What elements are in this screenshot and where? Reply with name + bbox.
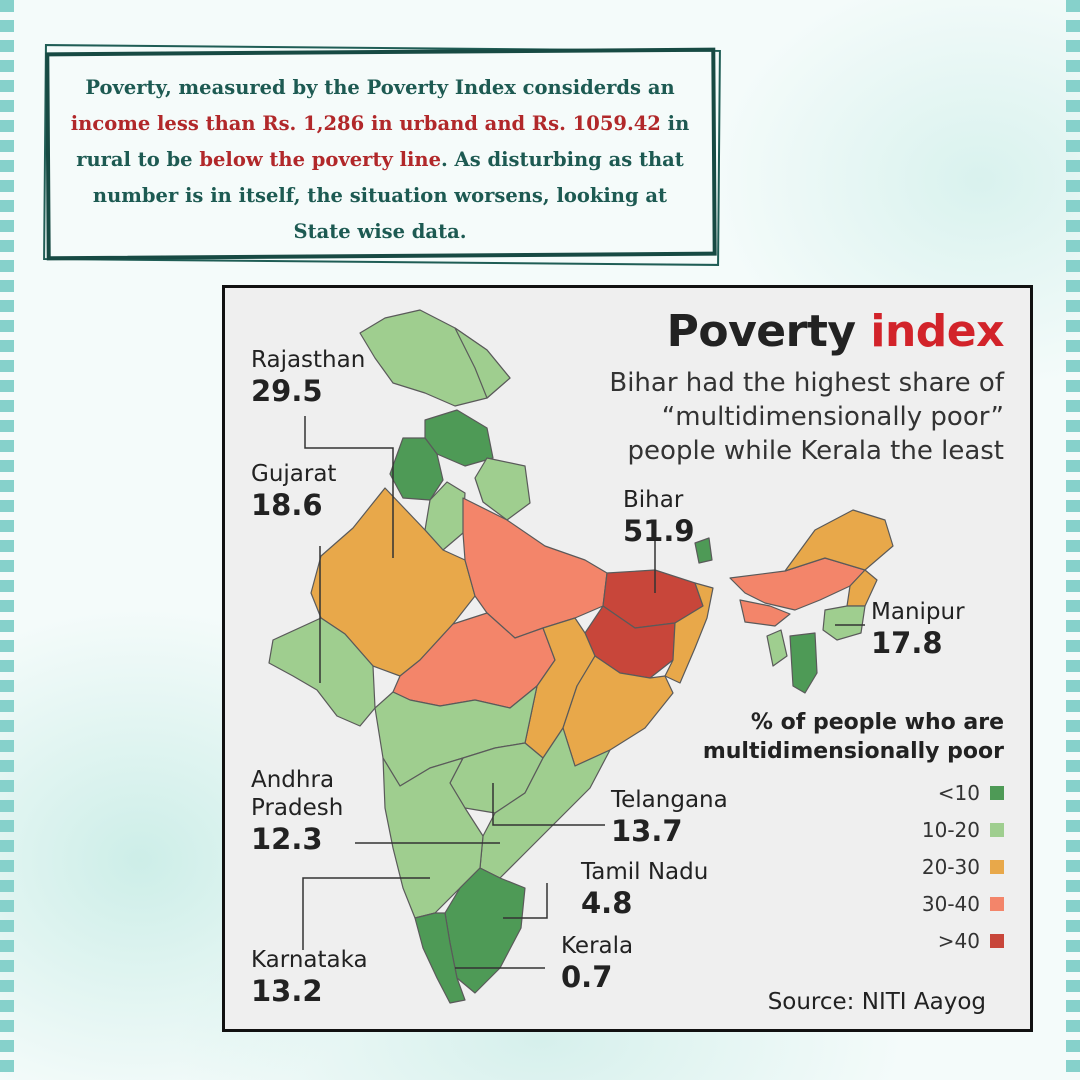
note-line-4: number is in itself, the situation worse…	[92, 184, 668, 207]
legend-label-10-20: 10-20	[921, 817, 980, 842]
region-mizoram	[789, 632, 818, 694]
leader-karnataka	[302, 877, 430, 950]
poverty-map-card: Poverty index Bihar had the highest shar…	[222, 285, 1033, 1032]
note-line-2: income less than Rs. 1,286 in urband and…	[70, 106, 690, 142]
label-tamil-nadu-value: 4.8	[581, 886, 633, 920]
note-line-2-tail: in	[660, 112, 690, 135]
map-title: Poverty index	[666, 306, 1005, 357]
label-kerala: Kerala 0.7	[561, 932, 633, 994]
label-rajasthan-name: Rajasthan	[251, 347, 366, 373]
legend-swatch-30-40	[990, 896, 1004, 911]
region-nagaland	[846, 569, 878, 607]
region-meghalaya	[739, 599, 791, 627]
region-ladakh	[454, 327, 511, 399]
label-telangana-name: Telangana	[611, 787, 728, 813]
label-andhra-value: 12.3	[251, 822, 323, 856]
label-kerala-value: 0.7	[561, 960, 613, 994]
label-bihar: Bihar 51.9	[623, 486, 695, 548]
label-karnataka-value: 13.2	[251, 974, 323, 1008]
legend-item-lt10: <10	[684, 774, 1004, 811]
india-map	[268, 309, 894, 1004]
map-legend: % of people who are multidimensionally p…	[684, 708, 1004, 959]
label-gujarat: Gujarat 18.6	[251, 460, 336, 522]
label-manipur-value: 17.8	[871, 626, 943, 660]
label-andhra-name-line2: Pradesh	[251, 795, 344, 821]
label-kerala-name: Kerala	[561, 933, 634, 959]
left-dashed-border	[0, 0, 14, 1080]
label-manipur: Manipur 17.8	[871, 598, 965, 660]
region-jammu-kashmir	[359, 309, 511, 407]
label-gujarat-value: 18.6	[251, 488, 323, 522]
region-odisha	[562, 655, 674, 767]
label-andhra-pradesh: Andhra Pradesh 12.3	[251, 766, 343, 856]
legend-label-20-30: 20-30	[921, 854, 980, 879]
note-line-3-head: rural to be	[76, 148, 200, 171]
map-title-accent: index	[870, 306, 1004, 357]
map-subtitle: Bihar had the highest share of “multidim…	[609, 368, 1004, 466]
label-tamil-nadu-name: Tamil Nadu	[581, 859, 709, 885]
region-andhra-pradesh	[479, 727, 611, 879]
note-poverty-line: below the poverty line	[199, 148, 441, 171]
label-tamil-nadu: Tamil Nadu 4.8	[581, 858, 708, 920]
region-gujarat	[268, 617, 376, 727]
region-manipur	[822, 605, 866, 641]
label-rajasthan: Rajasthan 29.5	[251, 346, 365, 408]
region-arunachal	[784, 509, 894, 572]
label-bihar-value: 51.9	[623, 514, 695, 548]
leader-rajasthan	[304, 416, 394, 558]
legend-swatch-lt10	[990, 785, 1004, 800]
legend-item-20-30: 20-30	[684, 848, 1004, 885]
region-kerala	[414, 912, 466, 1004]
label-andhra-name-line1: Andhra	[251, 767, 335, 793]
legend-swatch-gt40	[990, 933, 1004, 948]
label-rajasthan-value: 29.5	[251, 374, 323, 408]
note-income-threshold: income less than Rs. 1,286 in urband and…	[70, 112, 661, 135]
region-west-bengal	[664, 582, 714, 684]
label-telangana: Telangana 13.7	[611, 786, 728, 848]
label-bihar-name: Bihar	[623, 487, 684, 513]
legend-swatch-20-30	[990, 859, 1004, 874]
region-sikkim	[694, 537, 713, 564]
note-line-5: State wise data.	[293, 220, 467, 243]
legend-item-30-40: 30-40	[684, 885, 1004, 922]
legend-item-10-20: 10-20	[684, 811, 1004, 848]
note-line-3-tail: . As disturbing as that	[440, 148, 684, 171]
legend-label-gt40: >40	[937, 928, 980, 953]
leader-telangana	[492, 783, 605, 826]
poverty-note: Poverty, measured by the Poverty Index c…	[70, 70, 690, 250]
label-karnataka: Karnataka 13.2	[251, 946, 368, 1008]
note-line-3: rural to be below the poverty line. As d…	[70, 142, 690, 178]
note-line-1: Poverty, measured by the Poverty Index c…	[85, 76, 675, 99]
legend-title: % of people who are multidimensionally p…	[702, 710, 1004, 764]
region-tripura	[766, 629, 788, 667]
label-manipur-name: Manipur	[871, 599, 965, 625]
label-telangana-value: 13.7	[611, 814, 683, 848]
legend-swatch-10-20	[990, 822, 1004, 837]
leader-tamil-nadu	[503, 883, 548, 919]
region-punjab	[389, 437, 444, 501]
legend-label-lt10: <10	[937, 780, 980, 805]
map-title-part1: Poverty	[666, 306, 871, 357]
legend-item-gt40: >40	[684, 922, 1004, 959]
label-gujarat-name: Gujarat	[251, 461, 337, 487]
map-source: Source: NITI Aayog	[767, 989, 986, 1015]
legend-label-30-40: 30-40	[921, 891, 980, 916]
label-karnataka-name: Karnataka	[251, 947, 368, 973]
right-dashed-border	[1066, 0, 1080, 1080]
